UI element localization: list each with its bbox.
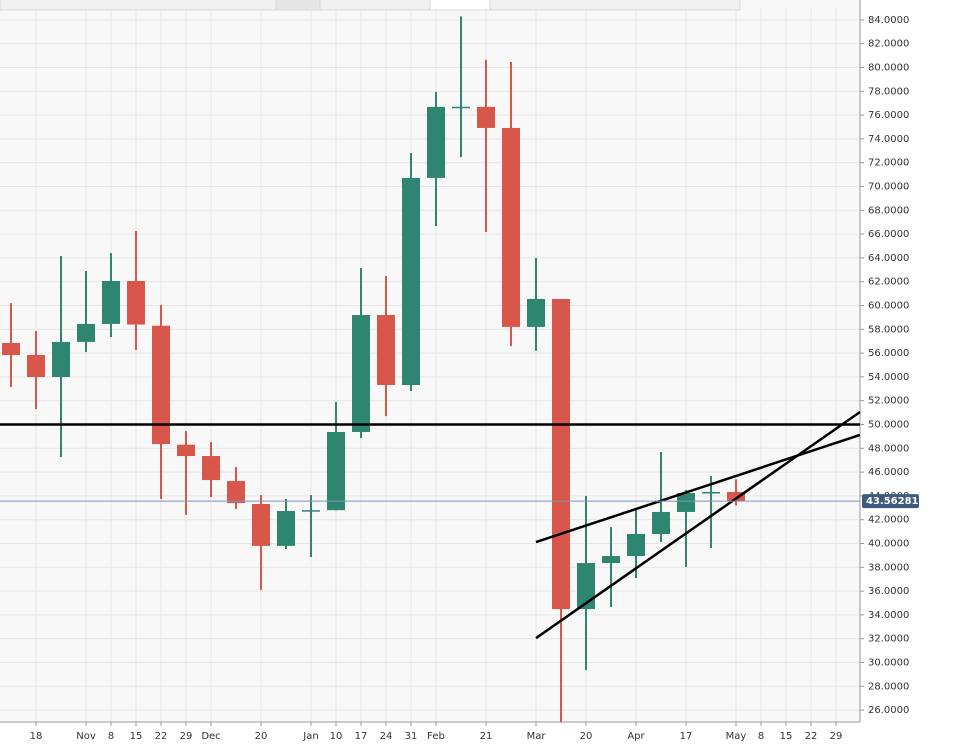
y-tick-label: 46.0000: [868, 467, 909, 478]
y-tick-label: 54.0000: [868, 372, 909, 383]
candle-body: [527, 298, 545, 327]
y-tick-label: 56.0000: [868, 348, 909, 359]
candle-body: [127, 280, 145, 325]
x-tick-label: 15: [780, 731, 793, 742]
candle-body: [102, 280, 120, 324]
candle-body: [452, 106, 470, 109]
x-tick-label: 17: [355, 731, 368, 742]
x-tick-label: 31: [405, 731, 418, 742]
x-tick-label: Apr: [627, 731, 645, 742]
trend-line: [535, 433, 861, 544]
x-tick-label: Feb: [427, 731, 445, 742]
y-tick-label: 74.0000: [868, 134, 909, 145]
y-tick-label: 70.0000: [868, 182, 909, 193]
y-tick-label: 82.0000: [868, 39, 909, 50]
x-tick-label: Mar: [527, 731, 547, 742]
candle-body: [252, 503, 270, 546]
last-price-box: [862, 494, 919, 509]
y-tick-label: 48.0000: [868, 443, 909, 454]
toolbar-button[interactable]: [275, 0, 321, 11]
candle-body: [227, 481, 245, 504]
candle-body: [52, 341, 70, 378]
y-tick-label: 30.0000: [868, 658, 909, 669]
x-tick-label: 20: [580, 731, 593, 742]
x-tick-label: 8: [108, 731, 114, 742]
x-tick-label: 22: [805, 731, 818, 742]
x-tick-label: Jan: [302, 731, 318, 742]
candle-body: [27, 355, 45, 378]
y-tick-label: 78.0000: [868, 86, 909, 97]
x-tick-label: 10: [330, 731, 343, 742]
candle-body: [302, 510, 320, 512]
candle-body: [177, 444, 195, 457]
x-tick-label: 20: [255, 731, 268, 742]
y-tick-label: 60.0000: [868, 301, 909, 312]
candle-body: [727, 491, 745, 502]
y-tick-label: 42.0000: [868, 515, 909, 526]
last-price-label: 43.562812: [866, 496, 926, 507]
x-tick-label: 18: [30, 731, 43, 742]
x-tick-label: 15: [130, 731, 143, 742]
y-tick-label: 36.0000: [868, 586, 909, 597]
y-tick-label: 52.0000: [868, 396, 909, 407]
y-tick-label: 34.0000: [868, 610, 909, 621]
y-tick-label: 64.0000: [868, 253, 909, 264]
candle-body: [577, 563, 595, 610]
candle-body: [277, 511, 295, 546]
x-tick-label: 22: [155, 731, 168, 742]
candle-body: [377, 315, 395, 385]
candle-body: [427, 106, 445, 178]
candle-body: [327, 431, 345, 511]
x-tick-label: 24: [380, 731, 393, 742]
y-tick-label: 80.0000: [868, 63, 909, 74]
y-tick-label: 66.0000: [868, 229, 909, 240]
x-tick-label: 17: [680, 731, 693, 742]
x-tick-label: Dec: [201, 731, 220, 742]
candle-body: [152, 325, 170, 445]
candle-body: [77, 323, 95, 342]
y-tick-label: 58.0000: [868, 324, 909, 335]
x-tick-label: 21: [480, 731, 493, 742]
toolbar-strip: [0, 0, 741, 11]
candle-body: [502, 127, 520, 327]
candle-body: [2, 342, 20, 356]
y-tick-label: 84.0000: [868, 15, 909, 26]
candle-body: [352, 315, 370, 432]
x-tick-label: 8: [758, 731, 764, 742]
x-tick-label: 29: [830, 731, 843, 742]
x-tick-label: Nov: [76, 731, 96, 742]
y-tick-label: 72.0000: [868, 158, 909, 169]
candle-body: [202, 456, 220, 481]
y-tick-label: 62.0000: [868, 277, 909, 288]
y-tick-label: 32.0000: [868, 634, 909, 645]
candle-body: [652, 511, 670, 534]
candle-body: [702, 491, 720, 494]
y-tick-label: 28.0000: [868, 681, 909, 692]
x-tick-label: May: [726, 731, 747, 742]
trend-line: [535, 410, 861, 640]
candle-body: [552, 298, 570, 610]
candle-body: [402, 177, 420, 385]
y-tick-label: 76.0000: [868, 110, 909, 121]
y-tick-label: 68.0000: [868, 205, 909, 216]
toolbar-button[interactable]: [429, 0, 491, 11]
y-tick-label: 38.0000: [868, 562, 909, 573]
y-tick-label: 26.0000: [868, 705, 909, 716]
candle-body: [477, 106, 495, 128]
y-tick-label: 50.0000: [868, 420, 909, 431]
candle-body: [627, 533, 645, 556]
y-tick-label: 40.0000: [868, 539, 909, 550]
candle-body: [677, 493, 695, 512]
x-tick-label: 29: [180, 731, 193, 742]
toolbar: [0, 0, 741, 11]
candle-body: [602, 555, 620, 564]
